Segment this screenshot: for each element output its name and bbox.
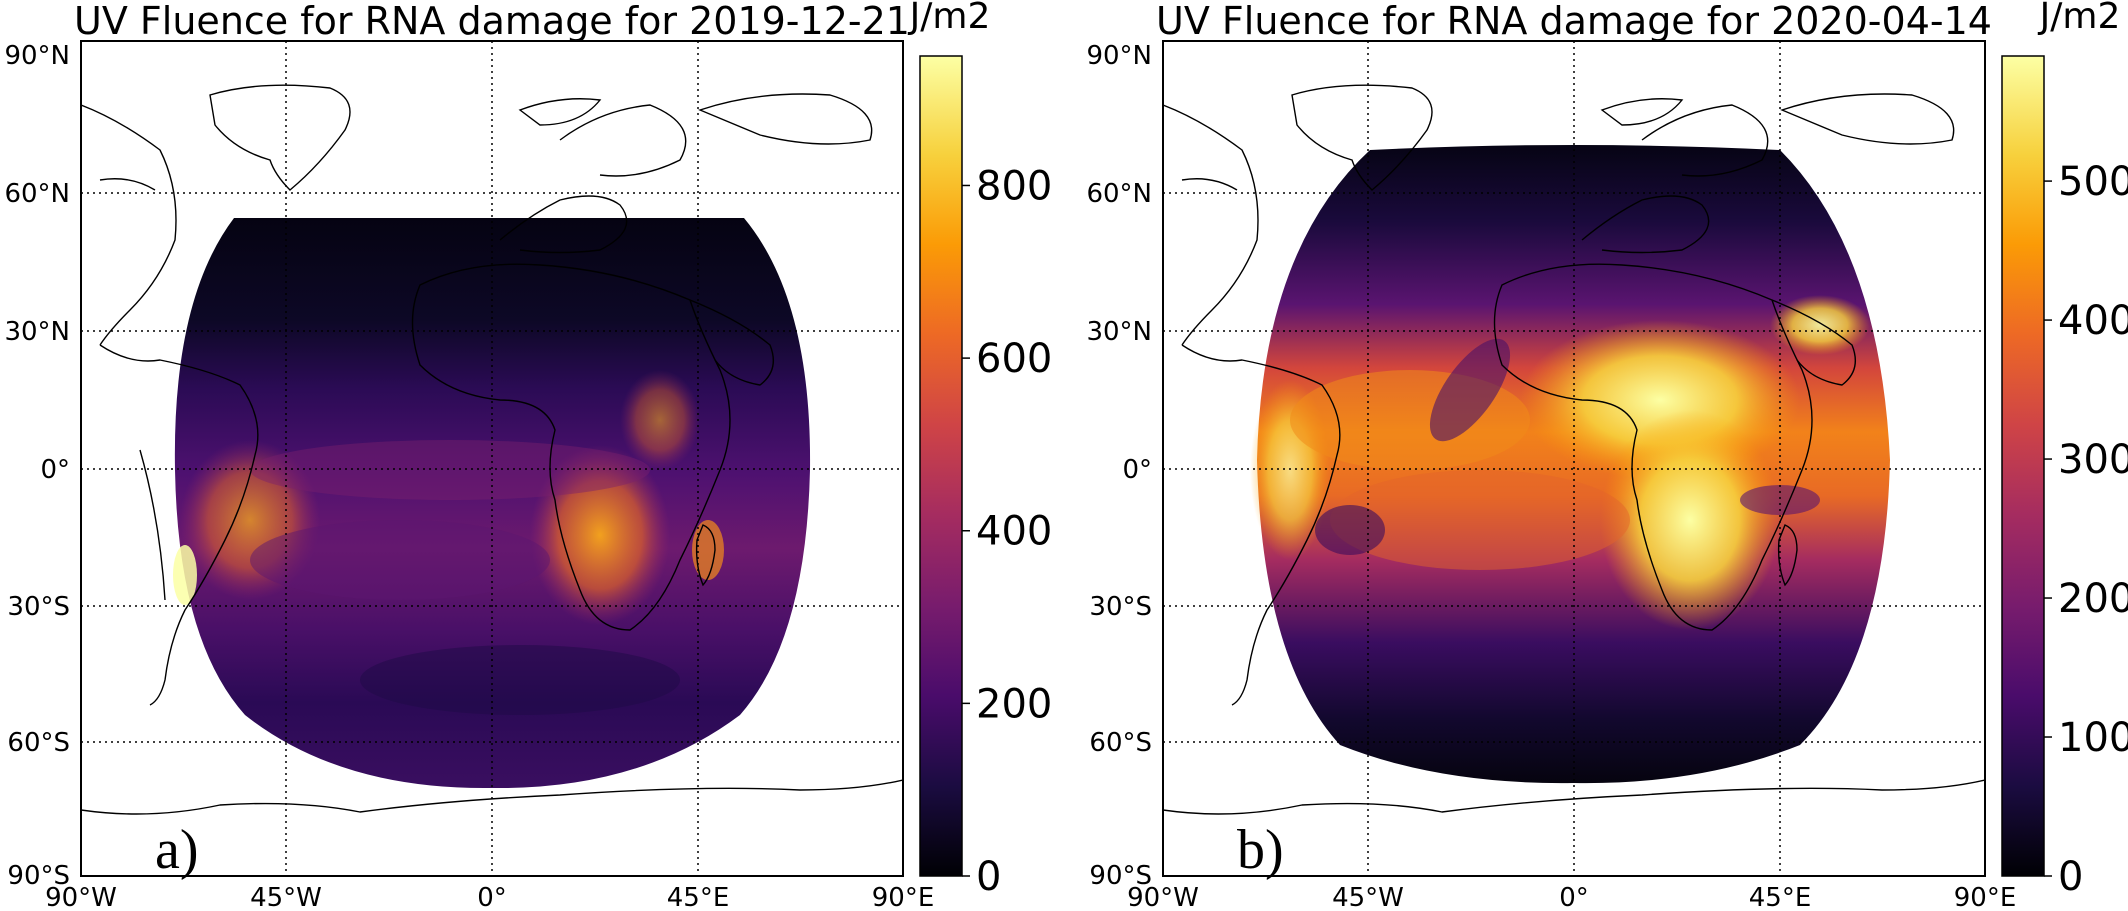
panel-b-data-field bbox=[1257, 145, 1890, 784]
panel-b-colorbar-unit: J/m2 bbox=[2038, 0, 2121, 37]
colorbar-tick-label: 100 bbox=[2058, 715, 2128, 761]
panel-b-lat-label: 30°N bbox=[1086, 317, 1152, 347]
panel-a-lon-label: 90°E bbox=[872, 883, 935, 911]
panel-b-lat-label: 30°S bbox=[1089, 592, 1152, 622]
panel-b-label: b) bbox=[1237, 819, 1284, 881]
colorbar-tick-label: 800 bbox=[976, 163, 1052, 209]
panel-b-gridlines bbox=[1163, 41, 1985, 876]
panel-a-title: UV Fluence for RNA damage for 2019-12-21 bbox=[74, 0, 910, 43]
panel-b: UV Fluence for RNA damage for 2020-04-14 bbox=[1086, 0, 2128, 911]
panel-a-lon-label: 90°W bbox=[45, 883, 117, 911]
colorbar-tick-label: 200 bbox=[2058, 576, 2128, 622]
panel-b-colorbar bbox=[2001, 55, 2045, 877]
colorbar-tick-label: 400 bbox=[976, 509, 1052, 555]
panel-a-lat-label: 60°S bbox=[7, 728, 70, 758]
panel-a-lat-label: 90°S bbox=[7, 861, 70, 891]
panel-a-lat-label: 30°S bbox=[7, 592, 70, 622]
panel-b-lon-label: 90°W bbox=[1127, 883, 1199, 911]
colorbar-tick-label: 500 bbox=[2058, 159, 2128, 205]
panel-a: UV Fluence for RNA damage for 2019-12-21 bbox=[4, 0, 1052, 911]
panel-a-lat-label: 90°N bbox=[4, 41, 70, 71]
panel-a-label: a) bbox=[155, 819, 199, 881]
panel-b-lat-label: 90°S bbox=[1089, 861, 1152, 891]
panel-a-lon-label: 0° bbox=[477, 883, 507, 911]
panel-b-colorbar-ticks: 0 100 200 300 400 500 bbox=[2044, 159, 2128, 900]
panel-b-frame bbox=[1162, 40, 1986, 877]
colorbar-tick-label: 300 bbox=[2058, 437, 2128, 483]
panel-a-frame bbox=[80, 40, 904, 877]
panel-b-lon-label: 0° bbox=[1559, 883, 1589, 911]
panel-a-colorbar-ticks: 0 200 400 600 800 bbox=[962, 163, 1052, 900]
panel-b-lat-label: 90°N bbox=[1086, 41, 1152, 71]
panel-b-lat-label: 60°S bbox=[1089, 728, 1152, 758]
panel-b-lon-label: 45°E bbox=[1749, 883, 1812, 911]
panel-b-lat-label: 60°N bbox=[1086, 179, 1152, 209]
panel-a-colorbar-unit: J/m2 bbox=[908, 0, 991, 37]
colorbar-tick-label: 0 bbox=[2058, 854, 2083, 900]
panel-b-map bbox=[1163, 41, 1985, 876]
panel-a-colorbar bbox=[919, 55, 963, 877]
panel-b-title: UV Fluence for RNA damage for 2020-04-14 bbox=[1156, 0, 1992, 43]
panel-a-lat-label: 60°N bbox=[4, 179, 70, 209]
panel-b-coastlines bbox=[1163, 84, 1985, 815]
panel-a-lon-label: 45°E bbox=[667, 883, 730, 911]
colorbar-tick-label: 600 bbox=[976, 336, 1052, 382]
panel-a-lat-label: 0° bbox=[40, 455, 70, 485]
colorbar-tick-label: 0 bbox=[976, 854, 1001, 900]
panel-b-lon-label: 45°W bbox=[1332, 883, 1404, 911]
panel-b-lon-label: 90°E bbox=[1954, 883, 2017, 911]
panel-a-lon-label: 45°W bbox=[250, 883, 322, 911]
colorbar-tick-label: 200 bbox=[976, 681, 1052, 727]
panel-a-map bbox=[81, 41, 903, 876]
panel-a-lat-label: 30°N bbox=[4, 317, 70, 347]
panel-a-coastlines bbox=[81, 84, 903, 815]
panel-a-gridlines bbox=[81, 41, 903, 876]
colorbar-tick-label: 400 bbox=[2058, 298, 2128, 344]
panel-b-lat-label: 0° bbox=[1122, 455, 1152, 485]
